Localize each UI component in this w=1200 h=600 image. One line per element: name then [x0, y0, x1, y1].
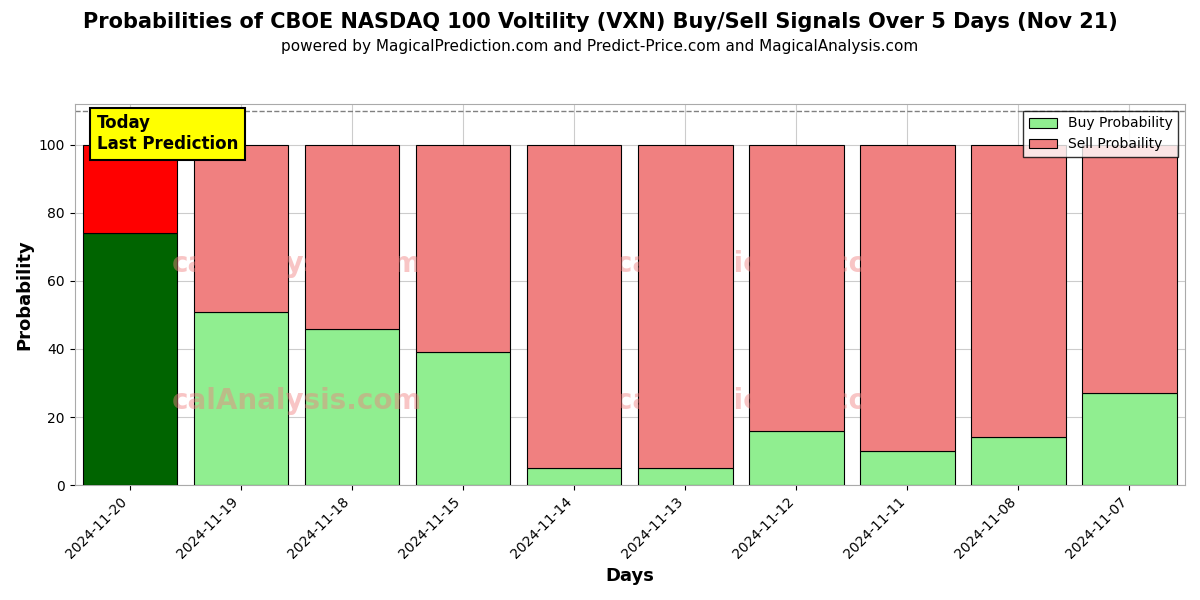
Text: MagicalPrediction.com: MagicalPrediction.com	[540, 250, 896, 278]
Bar	[860, 145, 955, 451]
Bar	[749, 145, 844, 431]
Text: MagicalPrediction.com: MagicalPrediction.com	[540, 387, 896, 415]
X-axis label: Days: Days	[605, 567, 654, 585]
Legend: Buy Probability, Sell Probaility: Buy Probability, Sell Probaility	[1024, 111, 1178, 157]
Bar	[194, 145, 288, 311]
Bar	[305, 145, 400, 329]
Bar	[749, 431, 844, 485]
Bar	[194, 311, 288, 485]
Text: Probabilities of CBOE NASDAQ 100 Voltility (VXN) Buy/Sell Signals Over 5 Days (N: Probabilities of CBOE NASDAQ 100 Voltili…	[83, 12, 1117, 32]
Text: calAnalysis.com: calAnalysis.com	[172, 387, 422, 415]
Bar	[1082, 145, 1177, 393]
Bar	[305, 329, 400, 485]
Text: powered by MagicalPrediction.com and Predict-Price.com and MagicalAnalysis.com: powered by MagicalPrediction.com and Pre…	[281, 39, 919, 54]
Bar	[416, 352, 510, 485]
Bar	[527, 468, 622, 485]
Bar	[971, 437, 1066, 485]
Bar	[971, 145, 1066, 437]
Bar	[860, 451, 955, 485]
Text: calAnalysis.com: calAnalysis.com	[172, 250, 422, 278]
Bar	[527, 145, 622, 468]
Bar	[416, 145, 510, 352]
Text: Today
Last Prediction: Today Last Prediction	[97, 114, 239, 153]
Bar	[83, 145, 178, 233]
Bar	[1082, 393, 1177, 485]
Bar	[83, 233, 178, 485]
Bar	[638, 468, 732, 485]
Y-axis label: Probability: Probability	[16, 239, 34, 350]
Bar	[638, 145, 732, 468]
